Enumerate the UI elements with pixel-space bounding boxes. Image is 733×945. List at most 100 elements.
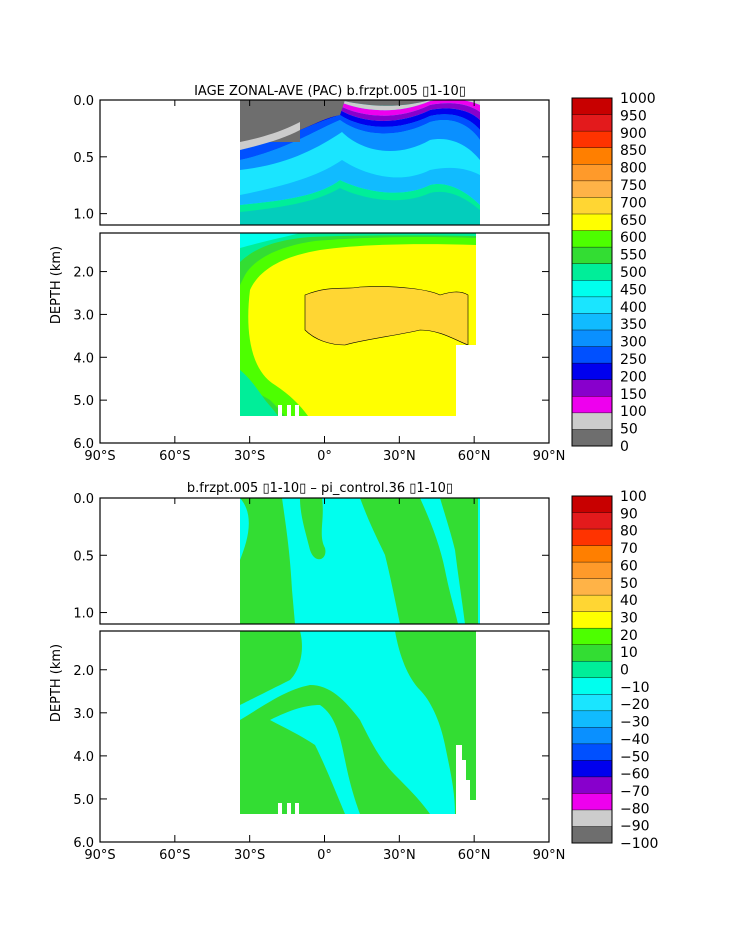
colorbar-swatch <box>572 296 612 314</box>
colorbar-swatch <box>572 180 612 198</box>
colorbar-swatch <box>572 529 612 547</box>
colorbar-label: 150 <box>620 387 647 403</box>
x-tick-label: 60°S <box>159 449 190 464</box>
colorbar-frame <box>571 495 613 844</box>
colorbar-swatch <box>572 230 612 248</box>
colorbar-swatch <box>572 147 612 165</box>
colorbar-swatch <box>572 197 612 215</box>
x-tick-label: 30°S <box>234 449 265 464</box>
colorbar-swatch <box>572 545 612 563</box>
panel-2-upper-field <box>240 498 480 624</box>
y-tick-label: 1.0 <box>73 208 94 223</box>
colorbar-label: 450 <box>620 282 647 298</box>
colorbar-swatch <box>572 247 612 265</box>
colorbar-swatch <box>572 131 612 149</box>
y-tick-label: 0.5 <box>73 549 94 564</box>
x-tick-label: 60°S <box>159 848 190 863</box>
colorbar-swatch <box>572 412 612 430</box>
x-tick-label: 60°N <box>458 848 491 863</box>
x-tick-label: 90°S <box>84 449 115 464</box>
contour-band <box>240 99 480 128</box>
colorbar-swatch <box>572 164 612 182</box>
x-tick-label: 0° <box>317 848 332 863</box>
colorbar-swatch <box>572 578 612 596</box>
colorbar-swatch <box>572 496 612 514</box>
panel-1-lower-field <box>240 233 480 416</box>
colorbar-swatch <box>572 379 612 397</box>
colorbar-swatch <box>572 611 612 629</box>
no-data-mask <box>287 405 291 416</box>
colorbar-label: 80 <box>620 524 638 540</box>
colorbar-swatch <box>572 694 612 712</box>
colorbar-swatch <box>572 628 612 646</box>
colorbar-label: 0 <box>620 663 629 679</box>
colorbar-label: 100 <box>620 404 647 420</box>
contour-band <box>240 108 480 150</box>
colorbar-swatch <box>572 677 612 695</box>
contour-band <box>360 498 458 624</box>
contour-band <box>240 233 476 416</box>
panel-1: IAGE ZONAL-AVE (PAC) b.frzpt.005 ▯1-10▯ <box>49 84 656 464</box>
colorbar-label: 50 <box>620 576 638 592</box>
colorbar-label: −70 <box>620 784 650 800</box>
x-tick-label: 90°S <box>84 848 115 863</box>
contour-band <box>395 631 476 814</box>
x-tick-label: 90°N <box>533 848 566 863</box>
y-tick-label: 2.0 <box>73 664 94 679</box>
x-tick-label: 30°N <box>383 848 416 863</box>
colorbar-swatch <box>572 562 612 580</box>
panel-2-axes: 90°S 60°S 30°S 0° 30°N 60°N 90°N 0.0 0.5 1.0 2.0 3.… <box>73 492 565 863</box>
panel-2-lower-field <box>240 631 476 814</box>
no-data-mask <box>278 405 282 416</box>
colorbar-swatch <box>572 263 612 281</box>
colorbar-label: 1000 <box>620 91 656 107</box>
x-tick-label: 30°N <box>383 449 416 464</box>
colorbar-label: 700 <box>620 195 647 211</box>
y-tick-label: 4.0 <box>73 750 94 765</box>
colorbar-label: 750 <box>620 178 647 194</box>
no-data-mask <box>456 745 476 814</box>
colorbar-swatch <box>572 214 612 232</box>
colorbar-swatch <box>572 710 612 728</box>
colorbar-label: −60 <box>620 767 650 783</box>
colorbar-label: 400 <box>620 300 647 316</box>
colorbar-swatch <box>572 512 612 530</box>
colorbar-label: 200 <box>620 369 647 385</box>
colorbar-label: 650 <box>620 213 647 229</box>
colorbar-swatch <box>572 826 612 844</box>
colorbar-swatch <box>572 396 612 414</box>
colorbar-label: 600 <box>620 230 647 246</box>
colorbar-label: 90 <box>620 506 638 522</box>
contour-band <box>304 286 469 346</box>
colorbar-swatch <box>572 346 612 364</box>
y-tick-label: 6.0 <box>73 437 94 452</box>
y-tick-label: 3.0 <box>73 308 94 323</box>
colorbar-label: 250 <box>620 352 647 368</box>
colorbar-label: 30 <box>620 610 638 626</box>
y-tick-label: 5.0 <box>73 394 94 409</box>
y-tick-label: 3.0 <box>73 707 94 722</box>
colorbar-swatch <box>572 727 612 745</box>
colorbar-label: 300 <box>620 335 647 351</box>
colorbar-label: −20 <box>620 697 650 713</box>
colorbar-label: 40 <box>620 593 638 609</box>
no-data-mask <box>456 345 478 416</box>
contour-band <box>240 631 302 705</box>
colorbar-label: −90 <box>620 819 650 835</box>
contour-band <box>270 705 360 814</box>
colorbar-label: −40 <box>620 732 650 748</box>
contour-band <box>240 132 480 195</box>
colorbar-swatch <box>572 644 612 662</box>
contour-band <box>240 233 300 248</box>
colorbar-swatch <box>572 760 612 778</box>
contour-band <box>240 160 480 205</box>
x-tick-label: 60°N <box>458 449 491 464</box>
no-data-mask <box>278 803 282 814</box>
colorbar-swatch <box>572 793 612 811</box>
panel-1-upper-field <box>240 99 480 225</box>
colorbar-label: −100 <box>620 836 658 852</box>
colorbar-label: 100 <box>620 489 647 505</box>
panel-1-axes: 90°S 60°S 30°S 0° 30°N 60°N 90°N 0.0 0.5 1.0 2.0 3.… <box>73 94 565 464</box>
y-tick-label: 2.0 <box>73 266 94 281</box>
x-tick-label: 0° <box>317 449 332 464</box>
